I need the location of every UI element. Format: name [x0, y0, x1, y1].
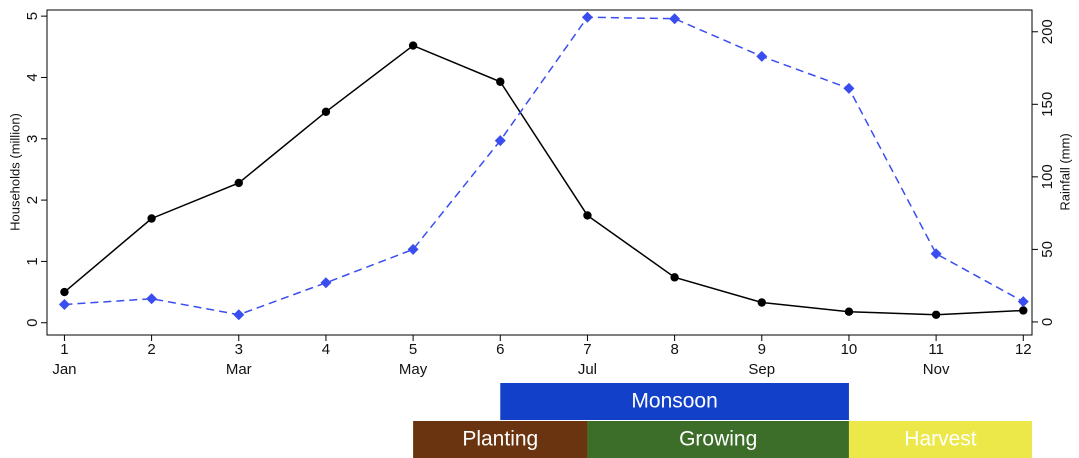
- x-month-label: Mar: [226, 361, 252, 378]
- x-month-label: Jul: [578, 361, 597, 378]
- x-tick-label: 5: [409, 341, 417, 358]
- y2-tick-label: 200: [1039, 19, 1056, 44]
- point: [233, 309, 245, 321]
- point: [234, 178, 243, 188]
- season: Monsoon: [500, 383, 849, 420]
- point: [670, 273, 679, 282]
- y-tick-label: 0: [24, 319, 41, 327]
- x-tick-label: 4: [322, 341, 330, 358]
- x-tick-label: 3: [235, 341, 243, 358]
- point: [147, 214, 156, 223]
- x-month-label: Jan: [52, 361, 76, 378]
- point: [756, 50, 768, 62]
- y-tick-label: 1: [24, 257, 41, 265]
- y2-tick-label: 0: [1039, 318, 1056, 326]
- x-tick-label: 12: [1015, 341, 1032, 358]
- season-label: Harvest: [904, 428, 977, 451]
- point: [60, 287, 69, 297]
- point: [494, 135, 506, 147]
- season: Growing: [587, 421, 849, 458]
- point: [320, 277, 332, 289]
- point: [844, 307, 854, 316]
- x-month-label: Nov: [923, 361, 950, 378]
- point: [931, 310, 941, 319]
- point: [581, 11, 593, 23]
- point: [496, 77, 505, 86]
- point: [930, 248, 942, 260]
- point: [408, 41, 418, 50]
- y-axis-title: Households (million): [7, 113, 22, 231]
- y-tick-label: 5: [24, 12, 41, 20]
- season: Harvest: [848, 421, 1032, 458]
- point: [843, 82, 855, 94]
- x-tick-label: 11: [928, 341, 944, 358]
- x-tick-label: 8: [670, 341, 678, 358]
- y-tick-label: 2: [24, 196, 41, 204]
- y2-tick-label: 100: [1039, 164, 1056, 189]
- point: [146, 293, 158, 305]
- y2-tick-label: 150: [1039, 92, 1056, 117]
- series-line: [63, 44, 1024, 316]
- plot-frame: [46, 9, 1033, 336]
- season-label: Planting: [462, 428, 538, 451]
- season-bar: [587, 421, 849, 458]
- season-bar: [848, 421, 1032, 458]
- x-tick-label: 7: [583, 341, 591, 358]
- x-tick-label: 6: [496, 341, 504, 358]
- y-tick-label: 3: [24, 135, 41, 143]
- x-tick-label: 1: [60, 341, 68, 358]
- x-tick-label: 2: [147, 341, 155, 358]
- series-line: [64, 16, 1024, 316]
- x-month-label: May: [399, 361, 428, 378]
- y2-axis-title: Rainfall (mm): [1057, 133, 1072, 210]
- season-bar: [500, 383, 849, 420]
- y2-tick-label: 50: [1039, 241, 1056, 258]
- point: [407, 243, 419, 255]
- point: [1017, 296, 1029, 308]
- season-label: Growing: [679, 428, 757, 451]
- point: [669, 13, 681, 25]
- x-tick-label: 10: [841, 341, 858, 358]
- point: [58, 299, 70, 311]
- point: [583, 211, 592, 220]
- season: Planting: [413, 421, 588, 458]
- point: [1019, 306, 1028, 315]
- point: [757, 298, 766, 307]
- y-tick-label: 4: [24, 73, 41, 81]
- point: [321, 107, 331, 116]
- season-bar: [413, 421, 588, 458]
- x-tick-label: 9: [758, 341, 766, 358]
- x-month-label: Sep: [748, 361, 775, 378]
- season-label: Monsoon: [631, 390, 717, 413]
